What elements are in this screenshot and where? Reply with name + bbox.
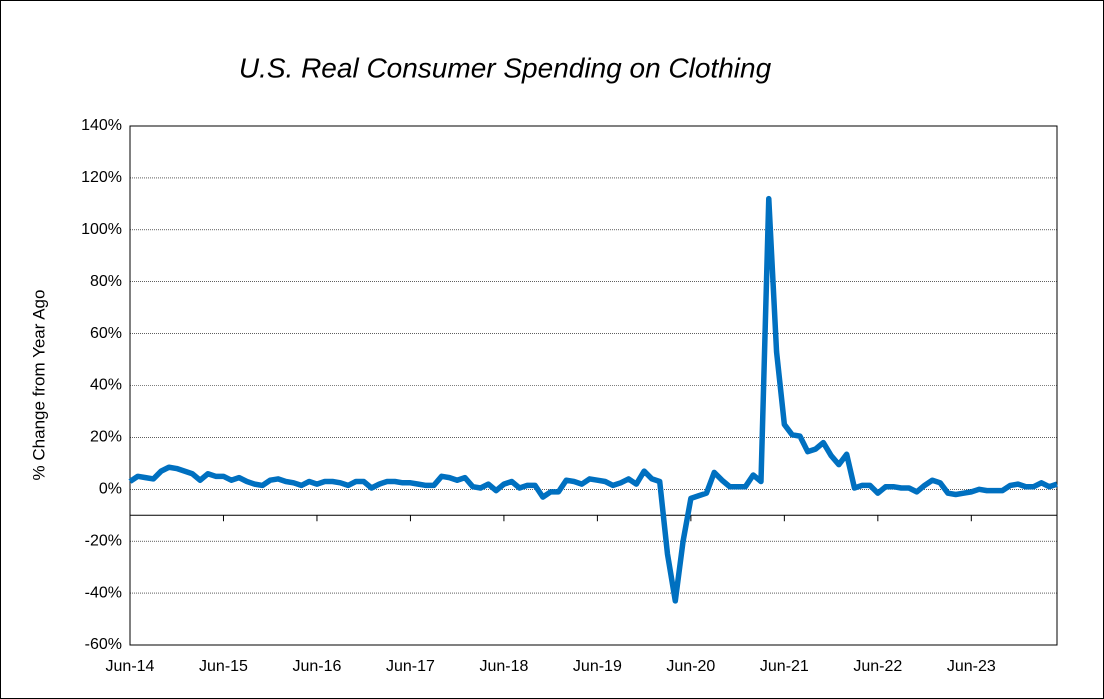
y-tick-label: -20% [85, 532, 122, 549]
data-line [128, 195, 1058, 604]
y-tick-label: 40% [90, 377, 122, 394]
x-tick-label: Jun-23 [947, 658, 996, 675]
x-tick-label: Jun-20 [666, 658, 715, 675]
x-tick-label: Jun-19 [573, 658, 622, 675]
y-axis-label: % Change from Year Ago [29, 290, 48, 481]
y-tick-label: 100% [81, 221, 122, 238]
x-tick-label: Jun-17 [386, 658, 435, 675]
x-tick-label: Jun-18 [479, 658, 528, 675]
y-tick-label: 80% [90, 273, 122, 290]
y-tick-label: -60% [85, 636, 122, 653]
x-tick-label: Jun-21 [760, 658, 809, 675]
y-tick-label: 120% [81, 169, 122, 186]
x-tick-label: Jun-14 [106, 658, 155, 675]
y-tick-label: 20% [90, 429, 122, 446]
chart-title: U.S. Real Consumer Spending on Clothing [239, 52, 772, 83]
x-tick-label: Jun-22 [853, 658, 902, 675]
x-tick-label: Jun-16 [292, 658, 341, 675]
y-tick-label: -40% [85, 584, 122, 601]
y-tick-label: 60% [90, 325, 122, 342]
x-tick-label: Jun-15 [199, 658, 248, 675]
y-tick-label: 140% [81, 117, 122, 134]
plot-border [129, 125, 1058, 646]
y-tick-label: 0% [99, 481, 122, 498]
